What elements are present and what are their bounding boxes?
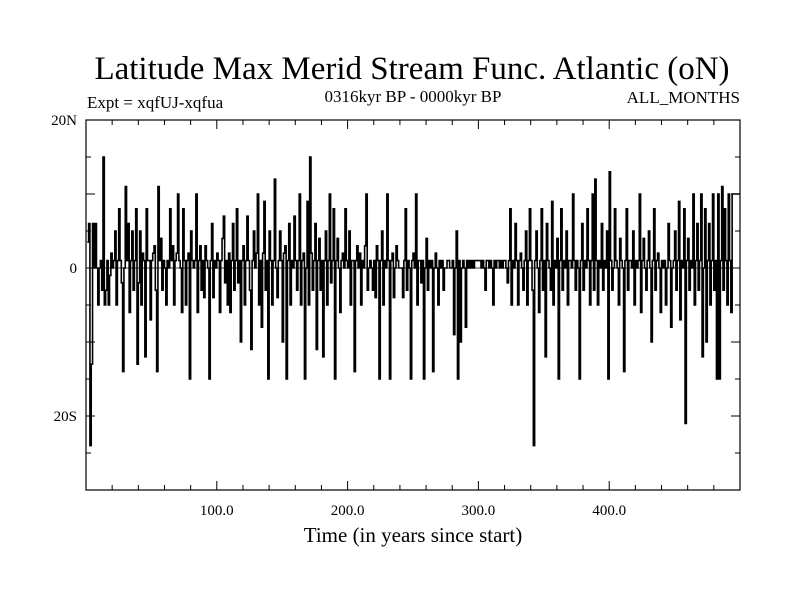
x-tick-label: 100.0 [200,503,234,519]
y-tick-label: 20S [54,409,77,425]
plot-area [86,156,740,447]
months-label: ALL_MONTHS [627,88,740,107]
x-tick-label: 300.0 [462,503,496,519]
time-range-label: 0316kyr BP - 0000kyr BP [325,87,502,106]
series-line-0 [87,156,740,447]
axis-ticks: 100.0 200.0 300.0 400.0 20N 0 20S [51,113,740,519]
y-tick-label: 0 [70,261,78,277]
chart-title: Latitude Max Merid Stream Func. Atlantic… [94,51,729,87]
x-tick-label: 200.0 [331,503,365,519]
x-tick-label: 400.0 [592,503,626,519]
experiment-label: Expt = xqfUJ-xqfua [87,93,224,112]
y-tick-label: 20N [51,113,77,129]
x-axis-title: Time (in years since start) [304,523,523,547]
